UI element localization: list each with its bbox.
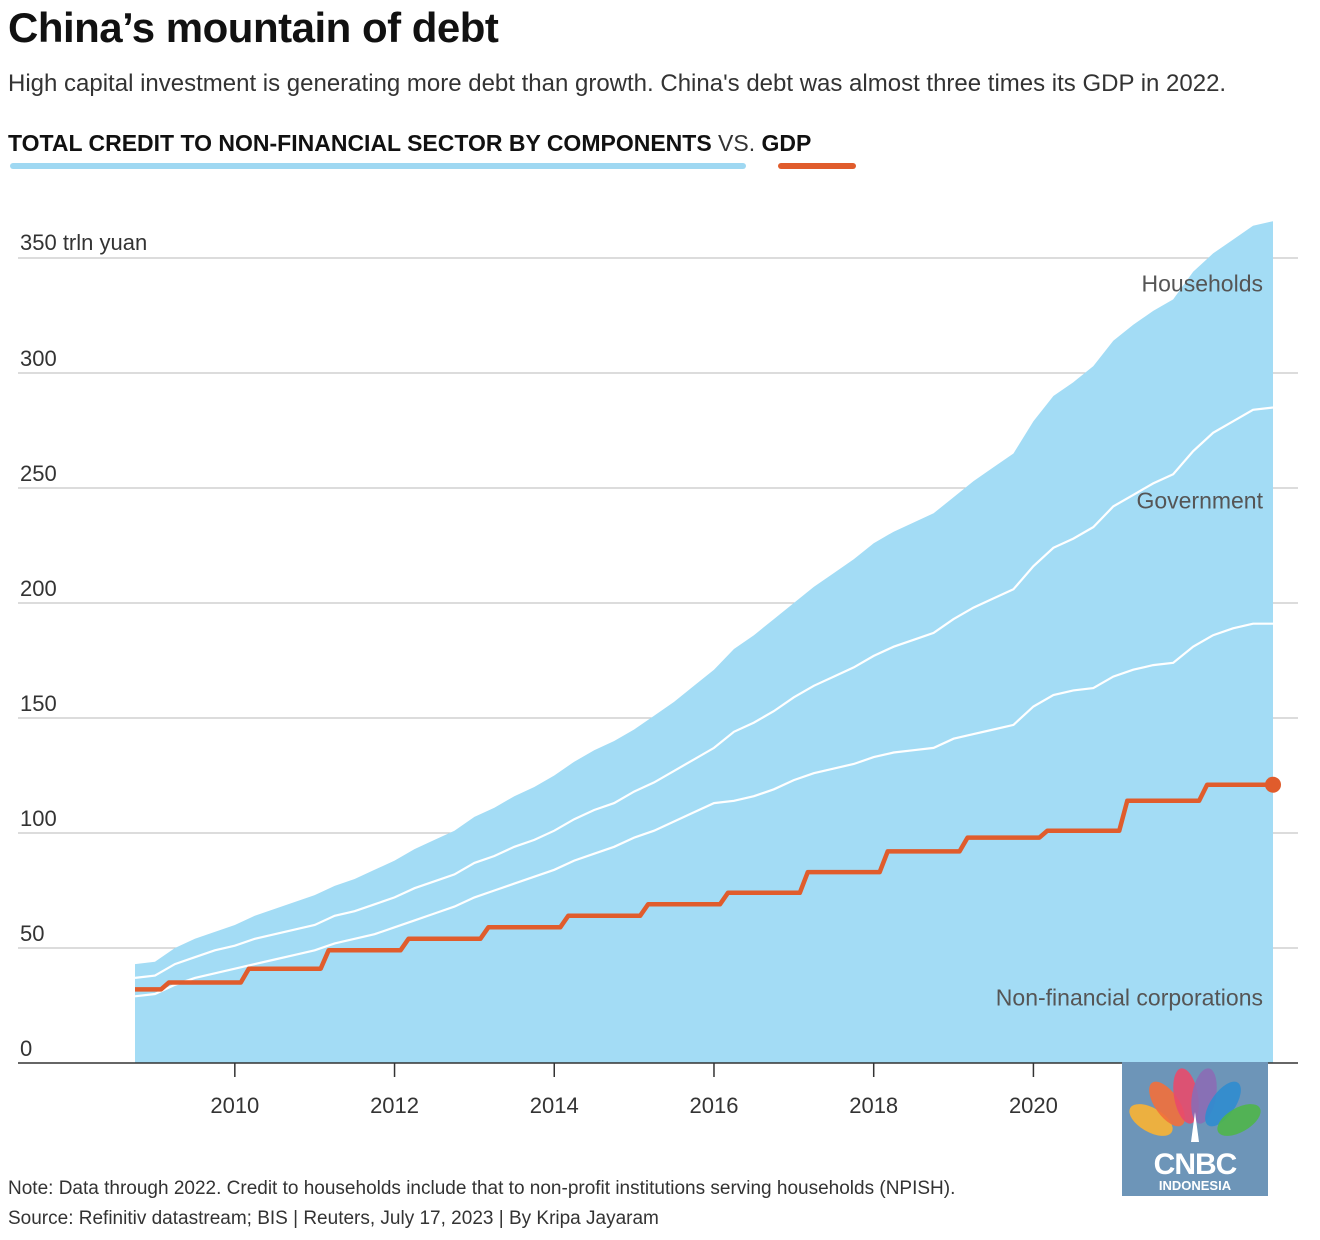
y-tick-label-200: 200 [20, 576, 57, 601]
chart-subtitle: High capital investment is generating mo… [8, 70, 1227, 97]
chart-note: Note: Data through 2022. Credit to house… [8, 1178, 956, 1199]
y-tick-label-150: 150 [20, 691, 57, 716]
band-label-households: Households [1142, 270, 1263, 296]
chart-legend: TOTAL CREDIT TO NON-FINANCIAL SECTOR BY … [8, 130, 811, 159]
legend-credit-swatch [10, 163, 746, 169]
y-unit-label: 350 trln yuan [20, 230, 147, 255]
x-tick-label-2016: 2016 [690, 1093, 739, 1118]
legend-credit-label: TOTAL CREDIT TO NON-FINANCIAL SECTOR BY … [8, 130, 712, 156]
logo-wordmark: CNBC [1153, 1148, 1238, 1181]
gdp-layer [135, 776, 1281, 992]
gdp-end-marker [1265, 776, 1281, 793]
x-tick-label-2010: 2010 [210, 1093, 259, 1118]
y-tick-label-250: 250 [20, 461, 57, 486]
x-tick-label-2020: 2020 [1009, 1093, 1058, 1118]
band-label-non-financial-corporations: Non-financial corporations [996, 985, 1263, 1011]
credit-total-area [135, 221, 1273, 1063]
area-layer [135, 221, 1273, 1063]
band-label-layer: Households Government Non-financial corpor… [996, 270, 1264, 1010]
x-tick-label-2012: 2012 [370, 1093, 419, 1118]
y-tick-label-50: 50 [20, 921, 44, 946]
axis-layer: 0 50 100 150 200 250 300 350 trln yuan 2010 2012 2… [18, 230, 1298, 1118]
cnbc-indonesia-logo: CNBC INDONESIA [1122, 1062, 1268, 1196]
separator-layer [134, 406, 1274, 998]
logo-subtitle: INDONESIA [1158, 1178, 1232, 1193]
band-label-government: Government [1136, 488, 1263, 514]
legend-gdp-swatch [778, 163, 856, 169]
x-tick-label-2014: 2014 [530, 1093, 579, 1118]
chart-source: Source: Refinitiv datastream; BIS | Reut… [8, 1208, 659, 1229]
x-tick-label-2018: 2018 [849, 1093, 898, 1118]
y-tick-label-300: 300 [20, 346, 57, 371]
y-tick-label-0: 0 [20, 1036, 32, 1061]
peacock-icon [1129, 1068, 1261, 1142]
separator-non-financial-corporations [134, 622, 1273, 998]
legend-vs-label: VS. [711, 130, 762, 156]
legend-gdp-label: GDP [761, 130, 812, 156]
y-tick-label-100: 100 [20, 806, 57, 831]
separator-government [134, 406, 1274, 979]
chart-title: China’s mountain of debt [8, 4, 499, 51]
gdp-line [135, 782, 1273, 992]
